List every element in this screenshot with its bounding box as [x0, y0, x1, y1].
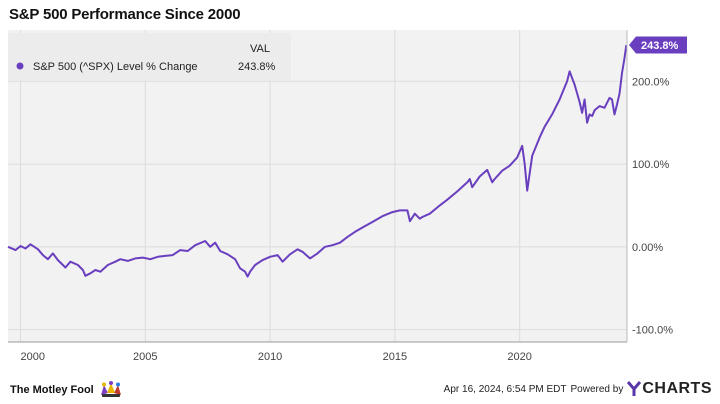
- gridlines: [8, 30, 627, 342]
- series-group: [7, 44, 628, 278]
- ycharts-wordmark: CHARTS: [642, 380, 712, 397]
- powered-by-label: Powered by: [570, 383, 624, 395]
- ycharts-logo[interactable]: CHARTS: [627, 380, 712, 398]
- end-label-background: [629, 36, 687, 54]
- y-tick-label: -100.0%: [632, 325, 673, 337]
- x-tick-label: 2020: [507, 351, 531, 363]
- legend-header: VAL: [250, 43, 270, 55]
- chart-title: S&P 500 Performance Since 2000: [9, 6, 241, 23]
- x-tick-label: 2005: [133, 351, 157, 363]
- jester-hat-icon: [100, 381, 121, 397]
- series-line: [7, 44, 628, 278]
- axes-group: -100.0% 0.00% 100.0% 200.0% 2000 2005 2010 2015…: [8, 30, 673, 363]
- brand-name: The Motley Fool: [10, 384, 94, 396]
- legend-box: [8, 33, 291, 81]
- x-tick-label: 2015: [383, 351, 407, 363]
- x-tick-label: 2010: [258, 351, 282, 363]
- y-tick-label: 0.00%: [632, 242, 663, 254]
- motley-fool-brand: The Motley Fool: [10, 381, 124, 399]
- chart-footer: Apr 16, 2024, 6:54 PM EDT Powered by CHA…: [444, 380, 712, 398]
- timestamp: Apr 16, 2024, 6:54 PM EDT: [443, 383, 567, 395]
- x-tick-label: 2000: [20, 351, 44, 363]
- end-value-label: 243.8%: [629, 36, 687, 54]
- legend-series-name: S&P 500 (^SPX) Level % Change: [33, 61, 198, 73]
- legend-value: 243.8%: [238, 61, 276, 73]
- y-tick-label: 200.0%: [632, 76, 670, 88]
- legend-marker: [16, 62, 24, 70]
- ycharts-y-icon: [627, 381, 642, 396]
- plot-area: [8, 30, 627, 342]
- y-tick-label: 100.0%: [632, 159, 670, 171]
- end-label-text: 243.8%: [641, 40, 679, 52]
